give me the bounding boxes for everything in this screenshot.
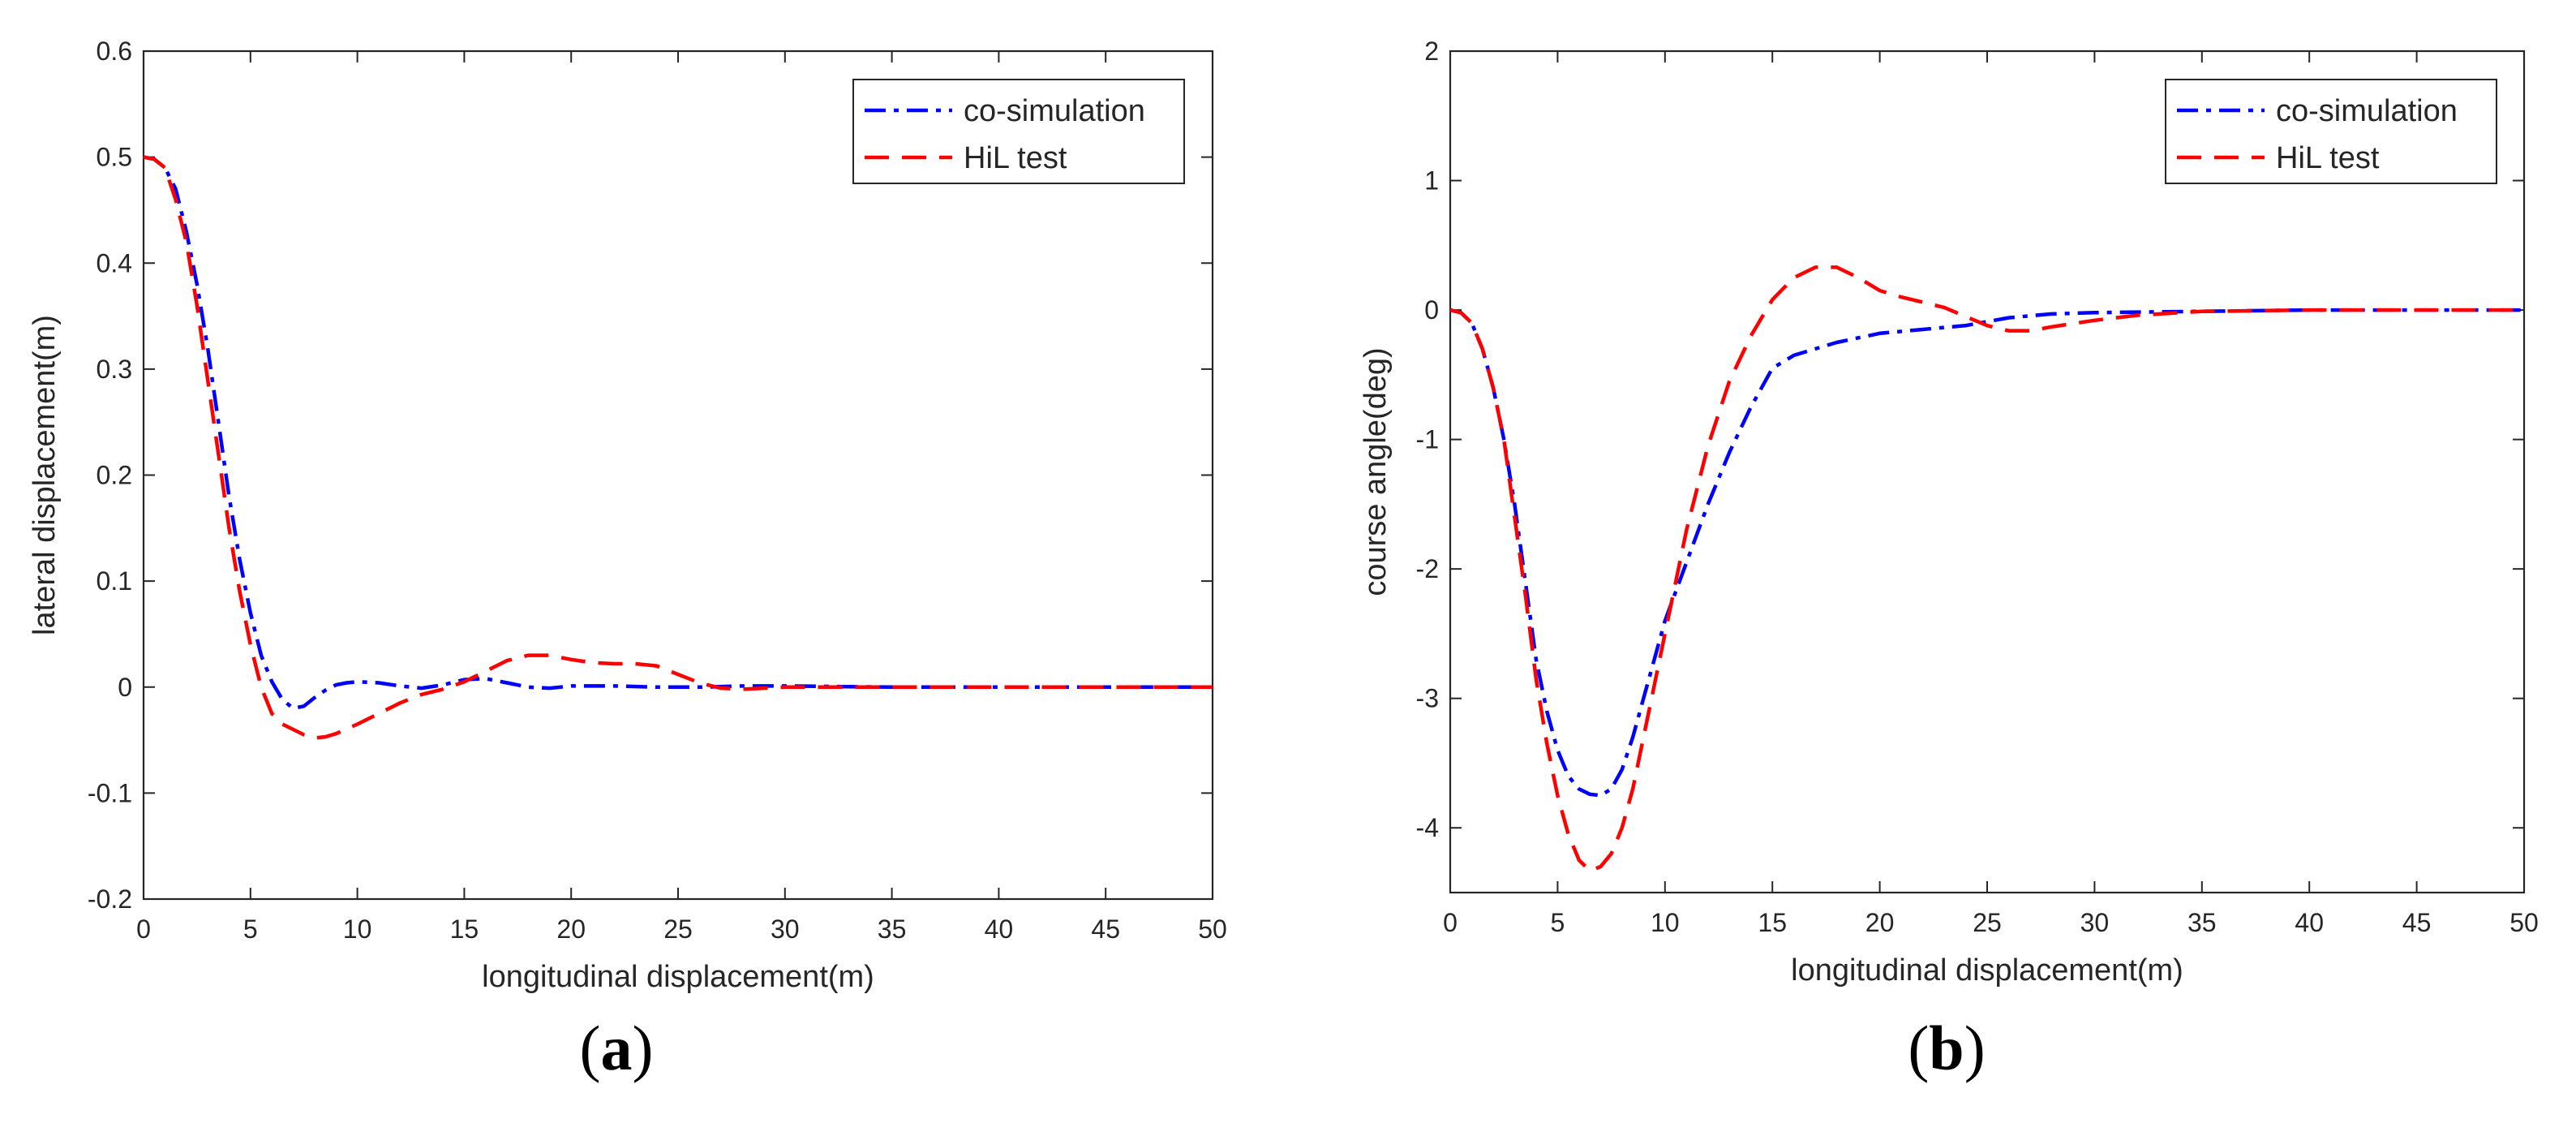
y-tick-label: 0 — [1424, 295, 1439, 325]
y-tick-label: 1 — [1424, 166, 1439, 196]
x-axis-label: longitudinal displacement(m) — [482, 960, 874, 994]
legend: co-simulation HiL test — [2165, 79, 2497, 184]
x-tick-label: 20 — [1865, 908, 1895, 937]
y-tick-label: -3 — [1416, 684, 1439, 713]
x-tick-label: 50 — [1198, 914, 1227, 944]
x-tick-label: 5 — [1551, 908, 1565, 937]
legend-box — [2165, 79, 2497, 184]
y-axis-label: lateral displacement(m) — [28, 315, 62, 635]
x-axis-label: longitudinal displacement(m) — [1791, 953, 2183, 988]
y-tick-label: -1 — [1416, 425, 1439, 454]
panel-label-open: ( — [1908, 1013, 1929, 1083]
y-tick-label: -4 — [1416, 813, 1439, 842]
x-tick-label: 5 — [243, 914, 258, 944]
y-tick-label: 0.3 — [97, 355, 132, 384]
y-tick-label: 0.5 — [97, 143, 132, 172]
legend-box — [852, 79, 1185, 184]
chart-a: 0 5 10 15 20 25 30 35 40 45 50 -0.2 -0.1 0 0.1 0.2 0.3 0.… — [28, 37, 1227, 1083]
x-tick-label: 30 — [2080, 908, 2110, 937]
y-tick-label: -0.2 — [88, 884, 132, 914]
x-tick-label: 25 — [663, 914, 693, 944]
y-tick-label: 0.6 — [97, 37, 132, 66]
y-axis-label: course angle(deg) — [1359, 347, 1393, 596]
panel-label: (a) — [580, 1013, 654, 1083]
x-tick-label: 0 — [1443, 908, 1458, 937]
x-tick-label: 15 — [450, 914, 479, 944]
legend-entry-label: HiL test — [2276, 141, 2380, 175]
chart-b: 0 5 10 15 20 25 30 35 40 45 50 -4 -3 -2 -1 0 1 2 longitudi… — [1359, 37, 2539, 1083]
x-tick-label: 25 — [1973, 908, 2002, 937]
legend-entry-label: HiL test — [964, 141, 1067, 175]
panel-label-letter: b — [1929, 1013, 1964, 1083]
plot-area — [1449, 49, 2526, 894]
x-tick-label: 35 — [2187, 908, 2217, 937]
series-line-hil-test — [1449, 265, 2524, 873]
y-tick-label: 0.2 — [97, 461, 132, 490]
x-tick-label: 15 — [1758, 908, 1787, 937]
x-tick-label: 10 — [1651, 908, 1680, 937]
y-tick-label: 0.1 — [97, 566, 132, 596]
x-tick-label: 40 — [2295, 908, 2324, 937]
y-tick-label: 0 — [118, 673, 132, 702]
series-line-co-simulation — [1449, 308, 2524, 798]
y-tick-label: -0.1 — [88, 778, 132, 807]
x-tick-label: 20 — [556, 914, 586, 944]
x-tick-label: 40 — [985, 914, 1014, 944]
x-tick-label: 45 — [1091, 914, 1120, 944]
y-tick-label: 0.4 — [97, 248, 132, 278]
legend: co-simulation HiL test — [852, 79, 1185, 184]
x-tick-label: 10 — [343, 914, 372, 944]
plot-area — [142, 49, 1214, 901]
panel-label-close: ) — [1964, 1013, 1986, 1083]
legend-entry-label: co-simulation — [2276, 94, 2458, 128]
x-tick-label: 30 — [771, 914, 800, 944]
y-tick-label: 2 — [1424, 37, 1439, 66]
panel-label-letter: a — [601, 1013, 633, 1083]
series-line-hil-test — [143, 155, 1213, 740]
x-tick-label: 35 — [878, 914, 907, 944]
x-tick-label: 45 — [2402, 908, 2432, 937]
x-tick-label: 50 — [2509, 908, 2539, 937]
panel-label-open: ( — [580, 1013, 601, 1083]
legend-entry-label: co-simulation — [964, 94, 1145, 128]
series-line-co-simulation — [143, 155, 1213, 711]
x-tick-label: 0 — [136, 914, 151, 944]
y-tick-label: -2 — [1416, 554, 1439, 583]
panel-label: (b) — [1908, 1013, 1985, 1083]
panel-label-close: ) — [633, 1013, 654, 1083]
